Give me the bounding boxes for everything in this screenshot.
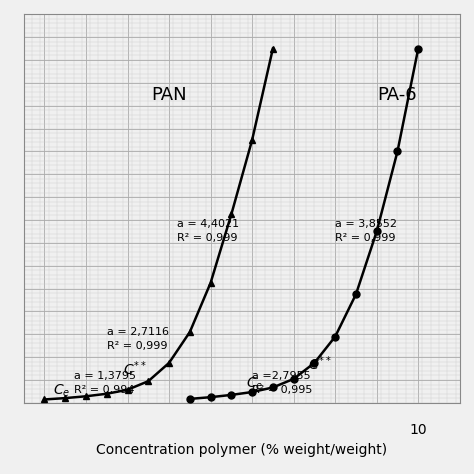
Text: $C_e$: $C_e$ <box>246 375 263 392</box>
Text: $C^{**}$: $C^{**}$ <box>123 359 147 378</box>
Text: a = 1,3795
R² = 0,994: a = 1,3795 R² = 0,994 <box>73 372 136 395</box>
Text: PAN: PAN <box>151 86 187 104</box>
Text: PA-6: PA-6 <box>378 86 417 104</box>
Text: Concentration polymer (% weight/weight): Concentration polymer (% weight/weight) <box>96 443 387 457</box>
Text: $C^{**}$: $C^{**}$ <box>308 355 332 373</box>
Text: a = 4,4021
R² = 0,999: a = 4,4021 R² = 0,999 <box>177 219 239 243</box>
Text: a =2,7955
R² = 0,995: a =2,7955 R² = 0,995 <box>252 372 312 395</box>
Text: a = 2,7116
R² = 0,999: a = 2,7116 R² = 0,999 <box>107 328 169 351</box>
Text: $C_e$: $C_e$ <box>53 383 70 399</box>
Text: a = 3,8552
R² = 0,999: a = 3,8552 R² = 0,999 <box>335 219 397 243</box>
Text: 10: 10 <box>410 423 427 438</box>
